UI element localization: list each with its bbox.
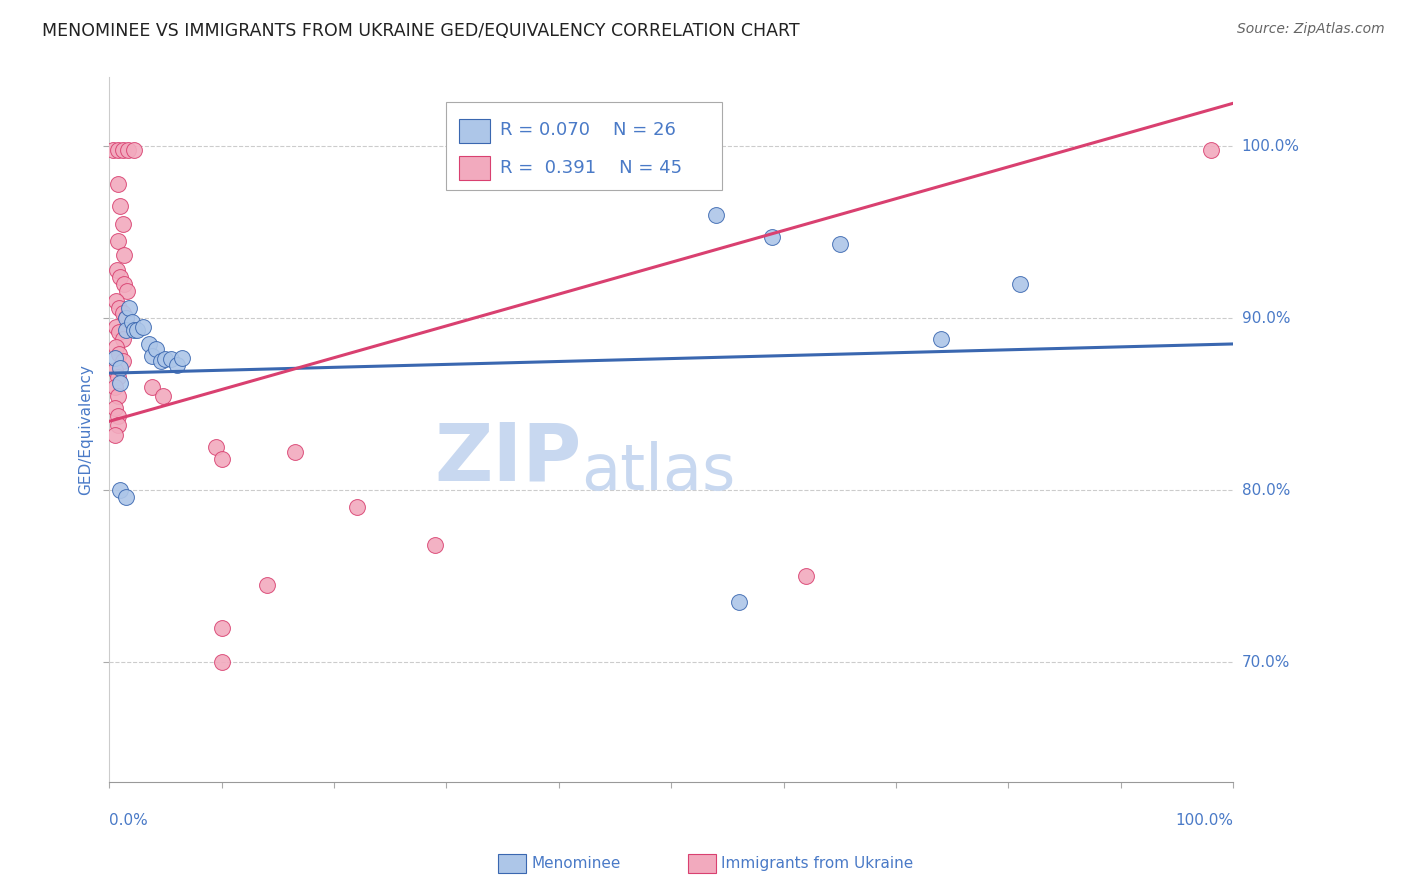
Point [1199,143,1222,157]
Point [115,311,138,326]
Point [111,354,134,368]
Point [112,277,135,291]
Point [115,284,138,298]
Point [205,440,228,454]
Point [107,143,129,157]
Point [104,351,127,365]
Point [104,428,127,442]
Point [211,452,233,467]
Point [132,319,155,334]
Y-axis label: GED/Equivalency: GED/Equivalency [79,365,93,495]
Point [172,351,194,365]
Text: 0.0%: 0.0% [110,813,148,828]
Point [107,369,129,384]
Point [115,311,138,326]
Point [761,230,783,244]
Point [108,301,131,315]
Point [141,380,163,394]
Point [111,143,134,157]
Point [693,143,716,157]
Point [104,319,127,334]
Point [284,445,307,459]
Point [727,595,749,609]
Point [107,177,129,191]
Point [101,143,124,157]
Text: 80.0%: 80.0% [1241,483,1289,498]
Point [104,401,127,415]
Text: 70.0%: 70.0% [1241,655,1289,670]
Text: ZIP: ZIP [434,419,581,497]
FancyBboxPatch shape [447,102,721,190]
Point [211,655,233,669]
Point [425,538,447,552]
Text: 100.0%: 100.0% [1241,139,1299,153]
Point [346,500,368,515]
Point [211,621,233,635]
Text: Immigrants from Ukraine: Immigrants from Ukraine [721,856,914,871]
Point [104,380,127,394]
Point [110,199,132,213]
Point [794,569,817,583]
Point [111,306,134,320]
Point [145,342,167,356]
Text: Menominee: Menominee [531,856,621,871]
Point [110,361,132,376]
Point [110,376,132,391]
Point [127,323,149,337]
Point [115,323,138,337]
Point [108,347,131,361]
Point [104,340,127,354]
Text: R = 0.070    N = 26: R = 0.070 N = 26 [501,120,676,138]
Point [111,332,134,346]
Point [122,323,145,337]
Point [256,577,278,591]
Point [118,301,141,315]
Point [141,349,163,363]
Point [138,337,160,351]
Point [122,143,145,157]
Point [929,332,952,346]
Point [121,315,143,329]
Point [704,208,727,222]
FancyBboxPatch shape [458,119,491,143]
Point [110,269,132,284]
Point [108,325,131,339]
Text: Source: ZipAtlas.com: Source: ZipAtlas.com [1237,22,1385,37]
FancyBboxPatch shape [458,156,491,180]
Point [166,358,188,372]
Point [117,143,139,157]
Point [104,293,127,308]
Text: atlas: atlas [581,442,735,503]
Point [149,354,172,368]
Point [110,483,132,497]
Point [107,234,129,248]
Point [155,352,177,367]
Point [152,388,174,402]
Point [105,263,128,277]
Text: R =  0.391    N = 45: R = 0.391 N = 45 [501,159,682,177]
Point [107,388,129,402]
Text: 90.0%: 90.0% [1241,310,1291,326]
Point [112,247,135,261]
Point [160,352,183,367]
Point [828,237,851,252]
Point [107,417,129,432]
Point [104,363,127,377]
Point [111,217,134,231]
Point [107,409,129,424]
Point [115,490,138,504]
Point [1008,277,1031,291]
Text: 100.0%: 100.0% [1175,813,1233,828]
Text: MENOMINEE VS IMMIGRANTS FROM UKRAINE GED/EQUIVALENCY CORRELATION CHART: MENOMINEE VS IMMIGRANTS FROM UKRAINE GED… [42,22,800,40]
